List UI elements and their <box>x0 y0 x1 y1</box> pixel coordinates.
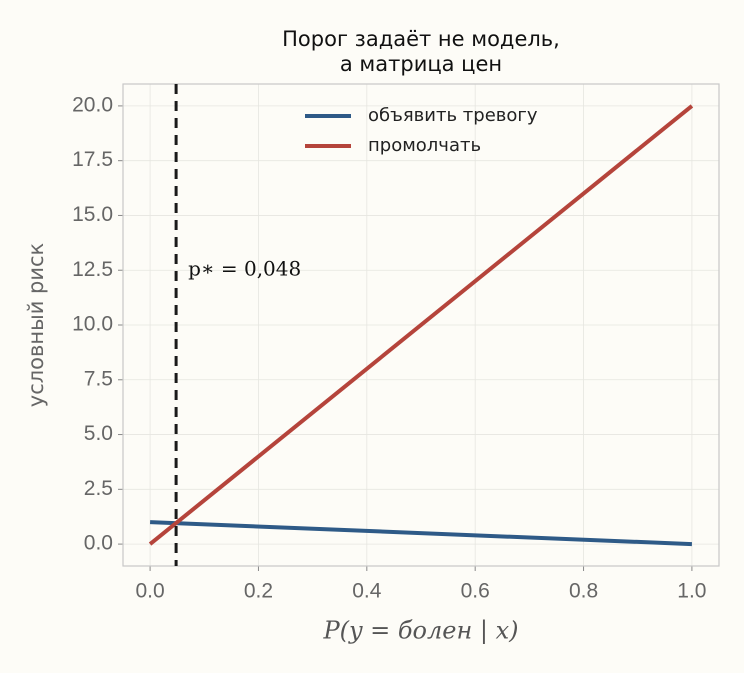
x-tick-label: 0.4 <box>352 580 382 603</box>
y-axis-label: условный риск <box>24 243 48 407</box>
y-tick-label: 10.0 <box>72 313 113 336</box>
y-tick-label: 7.5 <box>84 367 113 390</box>
series-line <box>148 104 694 546</box>
y-tick-label: 15.0 <box>72 203 113 226</box>
x-tick-label: 0.8 <box>569 580 598 603</box>
x-tick-label: 0.6 <box>461 580 490 603</box>
y-tick-label: 20.0 <box>72 93 113 116</box>
x-axis-label: P(y = болен | x) <box>322 617 518 646</box>
legend-label: промолчать <box>368 135 481 156</box>
x-tick-label: 1.0 <box>677 580 706 603</box>
y-tick-label: 17.5 <box>72 148 113 171</box>
legend-label: объявить тревогу <box>368 105 538 126</box>
chart-title: а матрица цен <box>340 52 502 76</box>
series-line <box>150 520 692 547</box>
y-tick-label: 0.0 <box>84 532 113 555</box>
x-tick-label: 0.2 <box>244 580 273 603</box>
x-tick-label: 0.0 <box>135 580 164 603</box>
y-tick-label: 12.5 <box>72 258 113 281</box>
plot-frame <box>122 83 720 567</box>
y-tick-label: 2.5 <box>84 477 113 500</box>
chart-title: Порог задаёт не модель, <box>282 27 560 51</box>
y-tick-label: 5.0 <box>84 422 113 445</box>
annotation: p∗ = 0,048 <box>188 257 301 281</box>
